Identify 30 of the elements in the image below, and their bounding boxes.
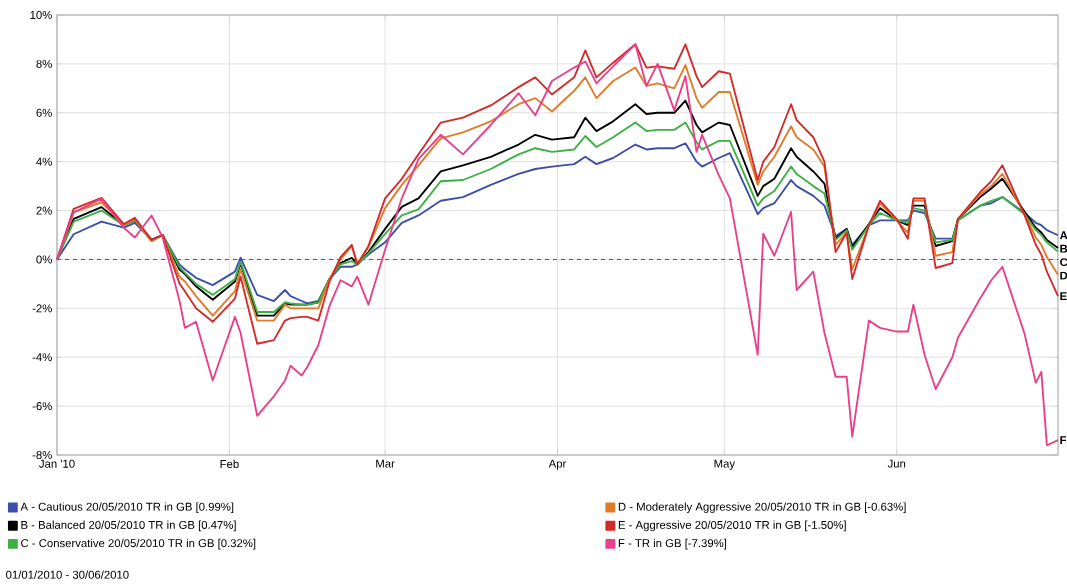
y-tick-label: 2% xyxy=(36,206,52,215)
annotation: F xyxy=(1060,436,1067,444)
annotation: A xyxy=(1059,231,1067,240)
x-tick-label: Feb xyxy=(220,459,239,469)
legend-label: E - Aggressive 20/05/2010 TR in GB [-1.50%] xyxy=(618,520,846,532)
x-tick-label: Jun xyxy=(887,459,906,468)
annotation: B xyxy=(1060,244,1067,253)
y-tick-label: -4% xyxy=(32,353,52,362)
legend-label: A - Cautious 20/05/2010 TR in GB [0.99%] xyxy=(20,502,234,513)
line-series xyxy=(56,43,1059,447)
x-tick-label: Jan '10 xyxy=(39,459,75,468)
y-tick-label: -8% xyxy=(32,451,52,460)
text: 01/01/2010 - 30/06/2010 xyxy=(6,570,129,579)
x-tick-label: Mar xyxy=(376,459,395,468)
y-tick-label: -2% xyxy=(32,304,52,313)
y-tick-label: -6% xyxy=(32,402,52,411)
x-tick-label: May xyxy=(714,459,736,470)
annotation: C xyxy=(1060,258,1067,267)
y-tick-label: 0% xyxy=(36,255,52,264)
legend-label: F - TR in GB [-7.39%] xyxy=(618,538,727,550)
x-tick-label: Apr xyxy=(548,459,567,470)
y-tick-label: 8% xyxy=(36,59,52,68)
y-tick-label: 10% xyxy=(30,11,52,20)
y-tick-label: 4% xyxy=(36,157,52,166)
legend-label: C - Conservative 20/05/2010 TR in GB [0.32%] xyxy=(21,538,256,550)
legend-label: B - Balanced 20/05/2010 TR in GB [0.47%] xyxy=(21,520,236,532)
annotation: D xyxy=(1060,271,1067,280)
legend-label: D - Moderately Aggressive 20/05/2010 TR in GB [-0.63%] xyxy=(618,502,906,513)
y-tick-label: 6% xyxy=(36,108,52,117)
annotation: E xyxy=(1060,292,1067,301)
